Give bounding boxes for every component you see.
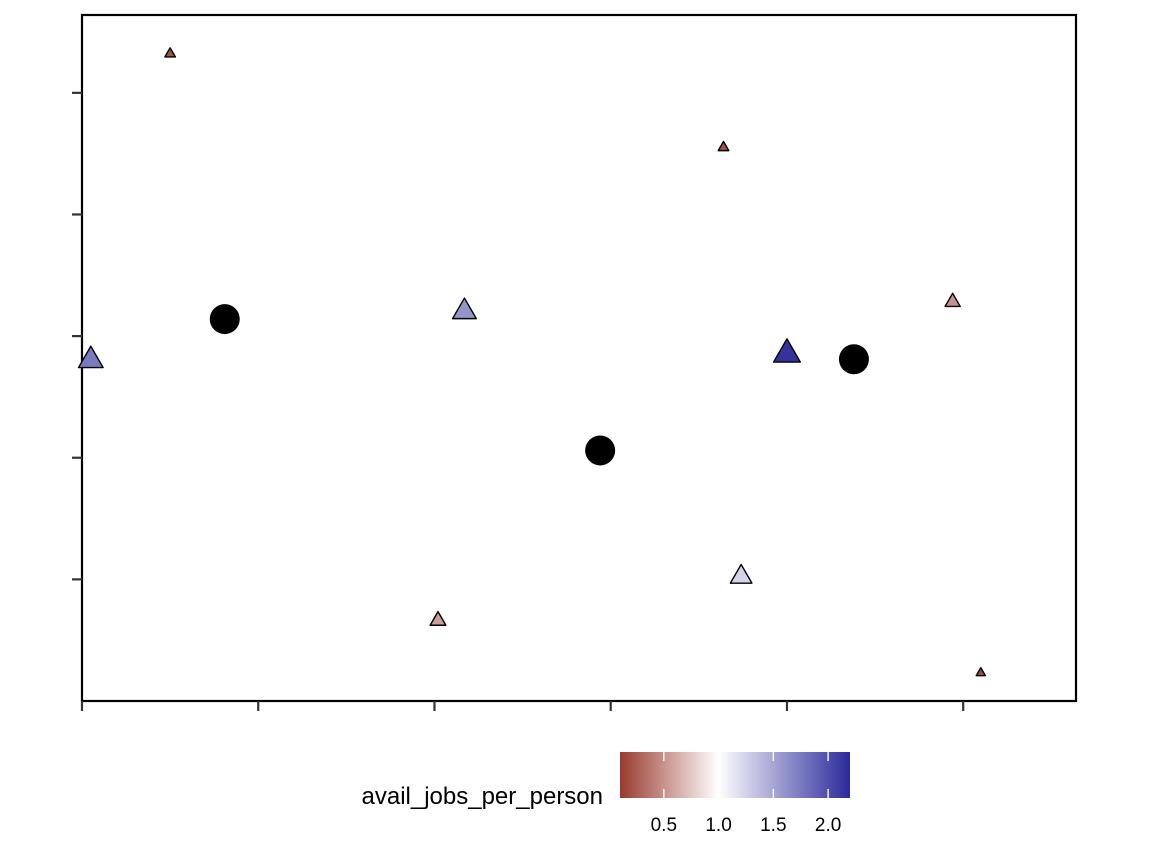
point-triangle-6 [429,610,447,626]
legend-tick-label: 1.5 [760,815,786,836]
point-triangle-5 [772,338,802,363]
point-triangle-8 [975,666,987,677]
point-triangle-0 [164,47,177,58]
point-triangle-4 [77,345,104,369]
legend-tick-label: 0.5 [651,815,677,836]
point-circle-11 [838,344,869,375]
legend-tick-label: 2.0 [815,815,841,836]
axis-ticks [72,91,965,711]
point-triangle-7 [729,563,753,584]
legend-colorbar [620,752,850,798]
data-points [77,47,987,677]
point-triangle-1 [717,140,730,152]
legend-title: avail_jobs_per_person [362,783,604,810]
legend-tick-label: 1.0 [705,815,731,836]
point-triangle-2 [944,292,961,308]
legend: avail_jobs_per_person 0.5 1.0 1.5 2.0 [362,752,850,836]
point-circle-9 [209,304,240,335]
point-triangle-3 [451,297,478,320]
panel-border [80,13,1078,703]
legend-ticks: 0.5 1.0 1.5 2.0 [651,752,841,836]
point-circle-10 [585,435,616,466]
